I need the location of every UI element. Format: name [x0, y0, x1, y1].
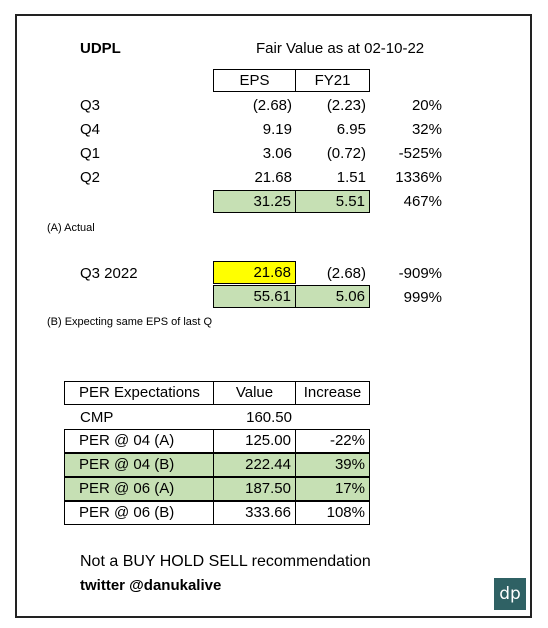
projection-pct: -909%	[398, 265, 442, 282]
row-eps: (2.68)	[252, 97, 292, 114]
per-row-value: 160.50	[246, 409, 292, 426]
projection-eps: 21.68	[213, 261, 296, 284]
per-row-label: CMP	[80, 409, 114, 426]
dp-logo: dp	[494, 578, 526, 610]
total-eps: 31.25	[213, 190, 296, 213]
row-eps: 9.19	[262, 121, 292, 138]
total-pct: 467%	[403, 193, 442, 210]
total-fy21: 5.51	[295, 190, 370, 213]
fy21-header: FY21	[295, 69, 370, 92]
per-row-value: 222.44	[213, 453, 296, 477]
note-expecting: (B) Expecting same EPS of last Q	[47, 316, 213, 328]
row-eps: 21.68	[254, 169, 292, 186]
row-fy21: 1.51	[336, 169, 366, 186]
per-header-expectations: PER Expectations	[64, 381, 214, 405]
row-pct: 1336%	[395, 169, 442, 186]
row-pct: -525%	[398, 145, 442, 162]
row-fy21: (0.72)	[326, 145, 366, 162]
per-row-label: PER @ 04 (A)	[64, 429, 214, 453]
ticker-label: UDPL	[80, 40, 121, 57]
content-frame	[15, 14, 532, 618]
twitter-handle: twitter @danukalive	[80, 577, 222, 594]
row-fy21: 6.95	[336, 121, 366, 138]
per-row-increase: 17%	[295, 477, 370, 501]
per-row-increase: 108%	[295, 501, 370, 525]
per-row-value: 333.66	[213, 501, 296, 525]
per-header-value: Value	[213, 381, 296, 405]
per-row-increase: -22%	[295, 429, 370, 453]
per-row-label: PER @ 06 (B)	[64, 501, 214, 525]
per-header-increase: Increase	[295, 381, 370, 405]
per-row-increase: 39%	[295, 453, 370, 477]
row-pct: 20%	[411, 97, 442, 114]
projection-total-pct: 999%	[403, 289, 442, 306]
projection-total-eps: 55.61	[213, 285, 296, 308]
projection-fy21: (2.68)	[326, 265, 366, 282]
row-label: Q1	[80, 145, 101, 162]
row-label: Q2	[80, 169, 101, 186]
row-label: Q4	[80, 121, 101, 138]
row-label: Q3	[80, 97, 101, 114]
eps-header: EPS	[213, 69, 296, 92]
projection-label: Q3 2022	[80, 265, 138, 282]
per-row-value: 187.50	[213, 477, 296, 501]
row-fy21: (2.23)	[326, 97, 366, 114]
disclaimer-text: Not a BUY HOLD SELL recommendation	[80, 553, 371, 570]
fair-value-label: Fair Value as at 02-10-22	[256, 40, 425, 57]
row-pct: 32%	[411, 121, 442, 138]
per-row-value: 125.00	[213, 429, 296, 453]
row-eps: 3.06	[262, 145, 292, 162]
per-row-label: PER @ 06 (A)	[64, 477, 214, 501]
per-row-label: PER @ 04 (B)	[64, 453, 214, 477]
projection-total-fy21: 5.06	[295, 285, 370, 308]
note-actual: (A) Actual	[47, 222, 95, 234]
